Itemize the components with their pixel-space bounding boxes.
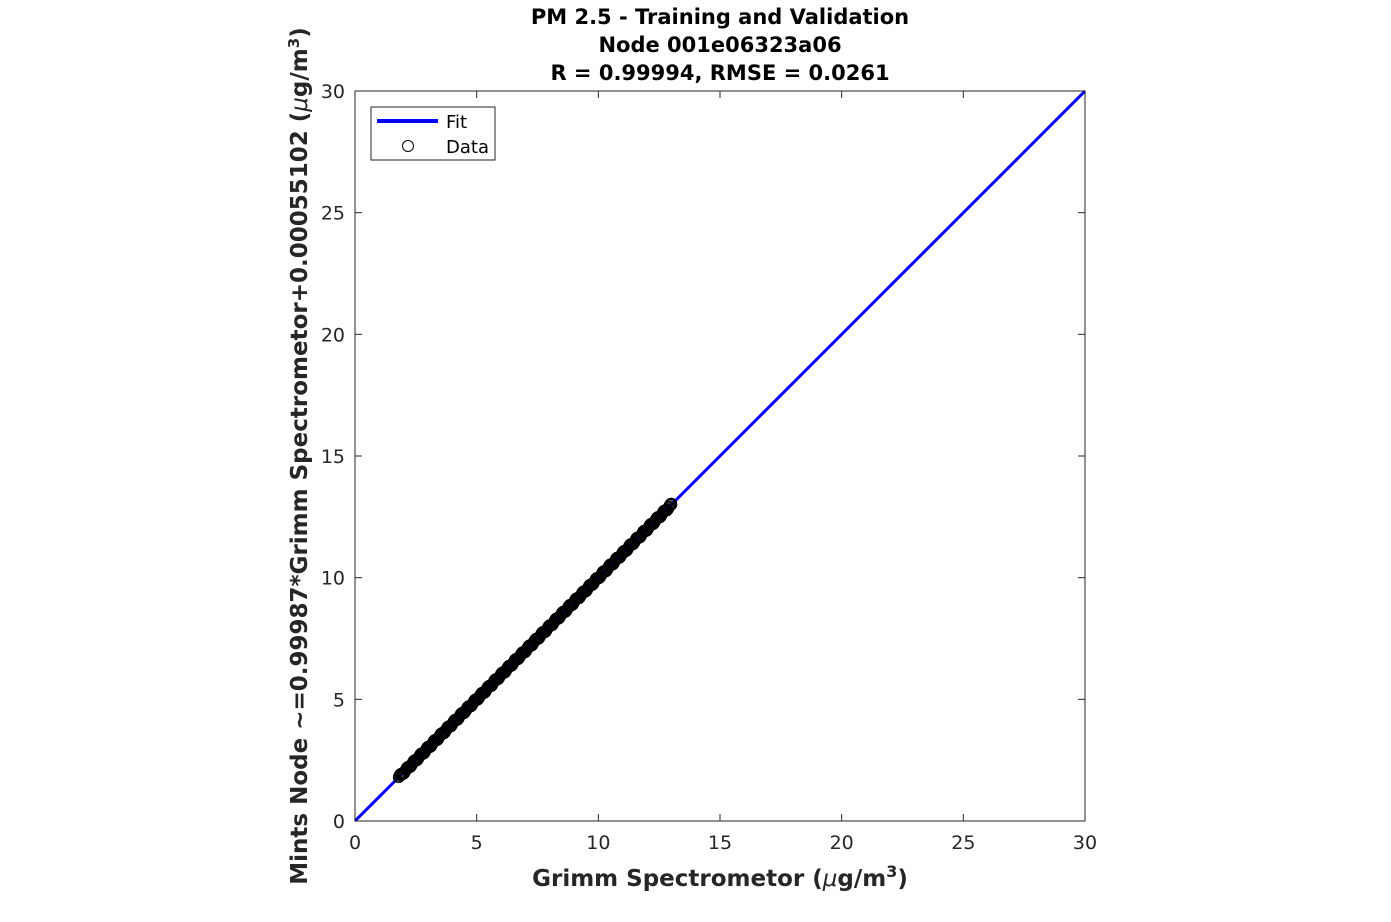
y-axis-label-mu: μ xyxy=(287,97,313,113)
legend-data-marker xyxy=(402,140,414,152)
chart-title: PM 2.5 - Training and Validation Node 00… xyxy=(531,5,909,85)
y-axis-label-sup: 3 xyxy=(285,38,303,48)
x-tick-label: 20 xyxy=(830,832,854,854)
data-point xyxy=(664,498,677,511)
x-axis-label-unit: g/m xyxy=(837,866,886,892)
y-axis-label-unit: g/m xyxy=(287,48,313,97)
x-tick-label: 15 xyxy=(708,832,732,854)
plot-frame xyxy=(354,90,1086,822)
y-tick-labels: 0 5 10 15 20 25 30 xyxy=(321,81,345,833)
data-points-layer xyxy=(392,497,678,784)
x-axis-label-mu: μ xyxy=(822,866,838,892)
x-tick-label: 25 xyxy=(951,832,975,854)
x-tick-label: 5 xyxy=(471,832,483,854)
y-tick-label: 20 xyxy=(321,324,345,346)
x-tick-label: 10 xyxy=(586,832,610,854)
y-tick-label: 25 xyxy=(321,203,345,225)
legend-fit-label: Fit xyxy=(446,112,467,133)
legend: Fit Data xyxy=(370,106,496,161)
data-point xyxy=(663,499,676,512)
x-axis-label: Grimm Spectrometor (μg/m3) xyxy=(532,862,908,892)
y-tick-label: 15 xyxy=(321,446,345,468)
x-axis-label-sup: 3 xyxy=(886,862,897,881)
data-point xyxy=(665,497,678,510)
x-axis-label-close: ) xyxy=(897,866,908,892)
legend-box xyxy=(370,106,496,161)
data-point xyxy=(663,500,675,513)
y-tick-label: 30 xyxy=(321,81,345,103)
x-axis-label-text: Grimm Spectrometor ( xyxy=(532,866,823,892)
title-line-1: PM 2.5 - Training and Validation xyxy=(531,5,909,29)
y-tick-label: 5 xyxy=(333,689,345,711)
title-line-2: Node 001e06323a06 xyxy=(598,33,841,57)
legend-data-label: Data xyxy=(446,137,489,158)
x-tick-labels: 0 5 10 15 20 25 30 xyxy=(349,832,1097,854)
y-tick-label: 0 xyxy=(333,811,345,833)
data-point xyxy=(664,498,676,511)
y-tick-label: 10 xyxy=(321,568,345,590)
x-tick-label: 0 xyxy=(349,832,361,854)
x-tick-label: 30 xyxy=(1073,832,1097,854)
y-axis-label-close: ) xyxy=(287,27,313,38)
y-axis-label-text: Mints Node ~=0.99987*Grimm Spectrometor+… xyxy=(287,112,313,885)
y-axis-label: Mints Node ~=0.99987*Grimm Spectrometor+… xyxy=(285,27,313,884)
title-line-3: R = 0.99994, RMSE = 0.0261 xyxy=(550,61,889,85)
